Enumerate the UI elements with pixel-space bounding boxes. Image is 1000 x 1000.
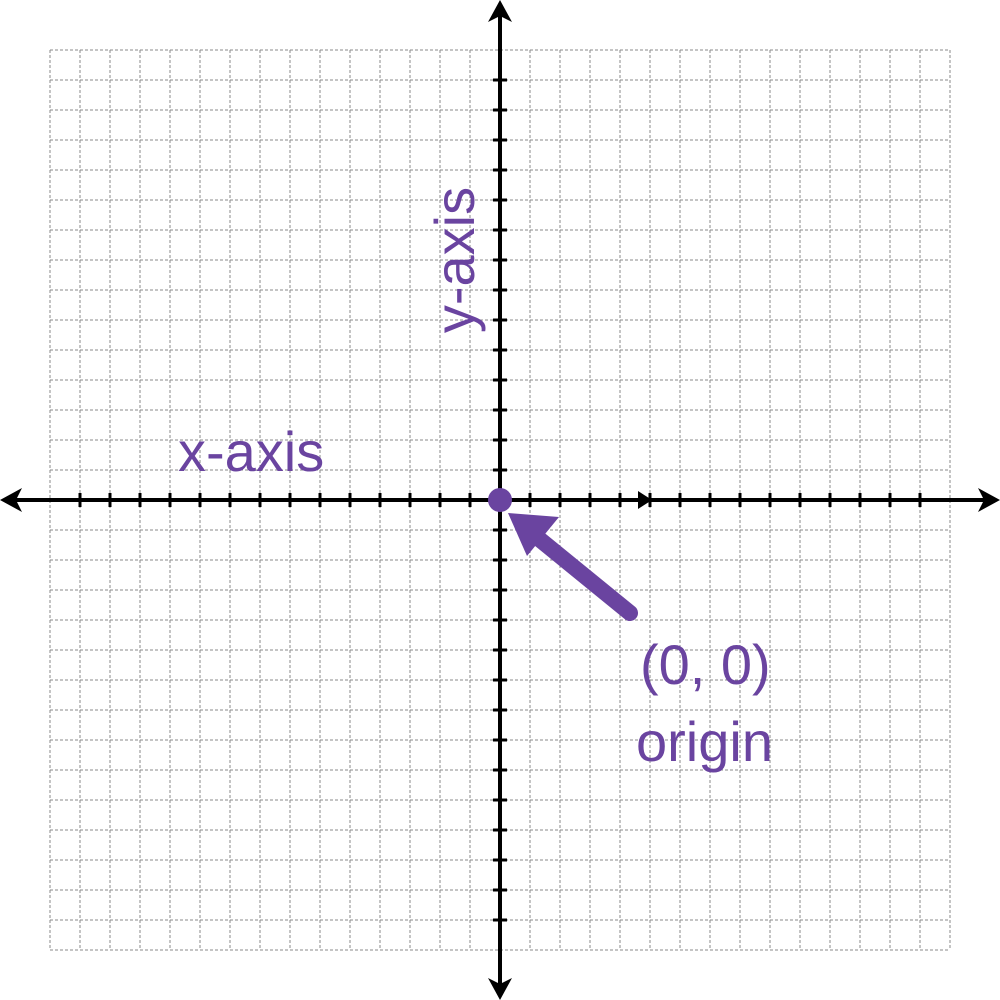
y-axis-top-arrow-icon: [488, 0, 512, 22]
x-axis-label: x-axis: [178, 420, 324, 483]
x-axis-left-arrow-icon: [0, 488, 22, 512]
origin-arrow-head: [508, 513, 559, 556]
x-axis-marker-arrow-icon: [638, 491, 652, 509]
x-axis-right-arrow-icon: [978, 488, 1000, 512]
origin-point: [488, 488, 512, 512]
origin-pointer-arrow: [508, 513, 638, 621]
origin-arrow-shaft: [530, 530, 638, 621]
y-axis-bottom-arrow-icon: [488, 978, 512, 1000]
y-axis-label: y-axis: [423, 187, 486, 333]
origin-name-label: origin: [636, 710, 773, 773]
axis-ticks: [78, 78, 922, 922]
origin-coordinates-label: (0, 0): [640, 633, 771, 696]
